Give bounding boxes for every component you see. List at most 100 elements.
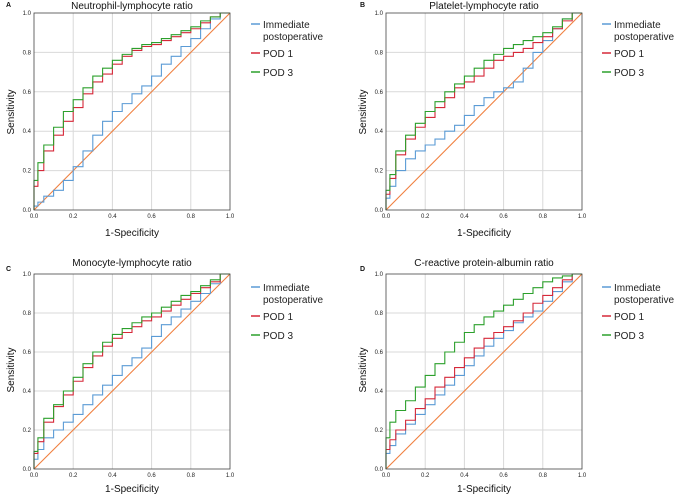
y-tick-label: 0.8 <box>23 50 32 56</box>
x-tick-label: 0.2 <box>421 473 430 479</box>
x-tick-label: 0.2 <box>421 214 430 220</box>
legend-label-postoperative: postoperative <box>614 32 674 43</box>
y-tick-label: 0.0 <box>23 467 32 473</box>
y-tick-label: 1.0 <box>375 11 384 17</box>
y-tick-label: 0.0 <box>375 467 384 473</box>
roc-curve-pod-3 <box>385 12 582 210</box>
y-tick-label: 0.4 <box>375 389 384 395</box>
x-tick-label: 0.6 <box>147 214 156 220</box>
panel-letter-a: A <box>6 2 11 9</box>
y-tick-label: 0.4 <box>23 129 32 135</box>
x-axis-label-c: 1-Specificity <box>105 484 159 495</box>
x-tick-label: 1.0 <box>578 473 587 479</box>
roc-curve-pod-3 <box>385 273 582 469</box>
y-tick-label: 0.4 <box>23 389 32 395</box>
x-tick-label: 0.6 <box>147 473 156 479</box>
legend-label-immediate: Immediate <box>263 283 310 294</box>
legend-label-immediate: Immediate <box>263 20 310 31</box>
legend-label-postoperative: postoperative <box>263 295 323 306</box>
x-tick-label: 0.8 <box>539 214 548 220</box>
roc-curve-pod-1 <box>385 273 582 469</box>
roc-curve-reference <box>33 273 231 470</box>
legend-label-pod1: POD 1 <box>263 312 293 323</box>
legend-label-pod1: POD 1 <box>614 312 644 323</box>
chart-title-b: Platelet-lymphocyte ratio <box>429 1 539 12</box>
x-tick-label: 0.8 <box>539 473 548 479</box>
x-tick-label: 1.0 <box>226 214 235 220</box>
legend-label-pod3: POD 3 <box>614 331 644 342</box>
y-tick-label: 0.0 <box>375 208 384 214</box>
x-axis-label-d: 1-Specificity <box>457 484 511 495</box>
y-tick-label: 0.0 <box>23 208 32 214</box>
y-axis-label-c: Sensitivity <box>6 347 17 392</box>
y-axis-label-d: Sensitivity <box>358 347 369 392</box>
panel-d: D C-reactive protein-albumin ratio 1-Spe… <box>358 258 674 495</box>
y-tick-label: 1.0 <box>23 272 32 278</box>
x-tick-label: 0.6 <box>499 473 508 479</box>
legend-label-pod3: POD 3 <box>263 68 293 79</box>
legend-label-immediate: Immediate <box>614 20 661 31</box>
x-tick-label: 0.8 <box>187 473 196 479</box>
roc-curve-immediate-postoperative <box>33 12 230 210</box>
x-tick-label: 1.0 <box>226 473 235 479</box>
plot-area-b: 0.0 0.2 0.4 0.6 0.8 1.0 0.0 0.2 0.4 0.6 0.8 1.0 <box>375 11 587 220</box>
panel-c: C Monocyte-lymphocyte ratio 1-Specificit… <box>6 258 323 495</box>
y-axis-label-b: Sensitivity <box>358 89 369 134</box>
x-tick-label: 0.0 <box>30 214 39 220</box>
x-tick-label: 0.6 <box>499 214 508 220</box>
legend-c: Immediate postoperative POD 1 POD 3 <box>251 283 323 342</box>
plot-frame <box>33 273 231 470</box>
chart-title-a: Neutrophil-lymphocyte ratio <box>71 1 193 12</box>
roc-curve-reference <box>385 12 583 211</box>
x-tick-label: 0.0 <box>382 214 391 220</box>
legend-b: Immediate postoperative POD 1 POD 3 <box>602 20 674 79</box>
legend-label-pod1: POD 1 <box>614 49 644 60</box>
chart-title-c: Monocyte-lymphocyte ratio <box>72 258 192 269</box>
chart-title-d: C-reactive protein-albumin ratio <box>414 258 554 269</box>
y-tick-label: 0.4 <box>375 129 384 135</box>
panel-a: A Neutrophil-lymphocyte ratio 1-Specific… <box>6 1 323 239</box>
y-tick-label: 0.6 <box>23 90 32 96</box>
x-tick-label: 0.0 <box>382 473 391 479</box>
panel-letter-b: B <box>360 2 365 9</box>
x-tick-label: 0.8 <box>187 214 196 220</box>
y-tick-label: 0.2 <box>23 428 32 434</box>
y-tick-label: 0.8 <box>375 311 384 317</box>
panel-letter-d: D <box>360 266 365 273</box>
y-tick-label: 0.2 <box>375 169 384 175</box>
plot-area-a: 0.0 0.2 0.4 0.6 0.8 1.0 0.0 0.2 0.4 0.6 0.8 1.0 <box>23 11 235 220</box>
panel-letter-c: C <box>6 266 11 273</box>
x-tick-label: 1.0 <box>578 214 587 220</box>
x-tick-label: 0.4 <box>108 214 117 220</box>
y-tick-label: 0.8 <box>23 311 32 317</box>
panel-b: B Platelet-lymphocyte ratio 1-Specificit… <box>358 1 674 239</box>
legend-label-postoperative: postoperative <box>263 32 323 43</box>
plot-frame <box>33 12 231 211</box>
y-tick-label: 0.2 <box>23 169 32 175</box>
legend-label-pod1: POD 1 <box>263 49 293 60</box>
plot-area-c: 0.0 0.2 0.4 0.6 0.8 1.0 0.0 0.2 0.4 0.6 0.8 1.0 <box>23 272 235 479</box>
x-tick-label: 0.4 <box>108 473 117 479</box>
x-tick-label: 0.2 <box>69 214 78 220</box>
roc-curve-pod-3 <box>33 273 230 469</box>
x-tick-label: 0.4 <box>460 473 469 479</box>
legend-label-postoperative: postoperative <box>614 295 674 306</box>
x-tick-label: 0.0 <box>30 473 39 479</box>
legend-d: Immediate postoperative POD 1 POD 3 <box>602 283 674 342</box>
plot-frame <box>385 273 583 470</box>
legend-label-pod3: POD 3 <box>614 68 644 79</box>
x-axis-label-a: 1-Specificity <box>105 228 159 239</box>
plot-area-d: 0.0 0.2 0.4 0.6 0.8 1.0 0.0 0.2 0.4 0.6 0.8 1.0 <box>375 272 587 479</box>
y-tick-label: 0.2 <box>375 428 384 434</box>
legend-label-pod3: POD 3 <box>263 331 293 342</box>
legend-a: Immediate postoperative POD 1 POD 3 <box>251 20 323 79</box>
y-tick-label: 0.6 <box>23 350 32 356</box>
y-tick-label: 0.8 <box>375 50 384 56</box>
roc-curve-pod-3 <box>33 12 230 210</box>
plot-frame <box>385 12 583 211</box>
x-tick-label: 0.2 <box>69 473 78 479</box>
legend-label-immediate: Immediate <box>614 283 661 294</box>
y-axis-label-a: Sensitivity <box>6 89 17 134</box>
x-axis-label-b: 1-Specificity <box>457 228 511 239</box>
